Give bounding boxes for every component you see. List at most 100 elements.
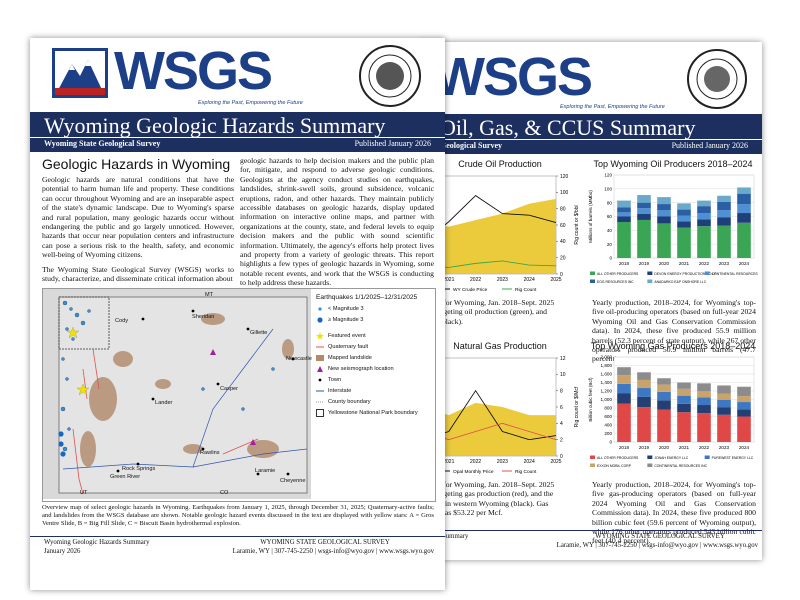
bar-segment (637, 396, 651, 408)
legend-item: Interstate (316, 387, 432, 395)
legend-label: New seismograph location (328, 366, 394, 372)
y-tick-label: 2 (560, 437, 563, 443)
legend-label: CONTINENTAL RESOURCES INC (654, 464, 707, 468)
legend-label: DEVON ENERGY PRODUCTION CO LP (654, 272, 717, 276)
bar-segment (657, 391, 671, 401)
bar-segment (617, 207, 631, 213)
x-tick-label: 2022 (470, 459, 481, 465)
footer-agency: WYOMING STATE GEOLOGICAL SURVEY (260, 539, 390, 546)
bar-segment (717, 225, 731, 258)
chart-caption: uction for Wyoming, Jan. 2018–Sept. 2025… (422, 480, 582, 518)
caption-line: uction for Wyoming, Jan. 2018–Sept. 2025 (422, 298, 555, 307)
legend-label: Rig Count (515, 287, 537, 293)
bar-segment (677, 221, 691, 228)
town-label: Green River (110, 474, 141, 480)
bar-segment (697, 226, 711, 258)
legend-label: Featured event (328, 333, 366, 339)
bar-segment (737, 416, 751, 442)
band-published: Published January 2026 (671, 141, 748, 150)
legend-symbol (316, 346, 324, 348)
paragraph: geologic hazards to help decision makers… (240, 156, 434, 288)
x-tick-label: 2021 (679, 261, 690, 266)
bar-segment (657, 409, 671, 442)
town-label: Cody (115, 318, 129, 324)
band-rule (30, 137, 445, 138)
x-tick-label: 2020 (659, 261, 670, 266)
x-tick-label: 2019 (639, 261, 650, 266)
x-tick-label: 2019 (639, 445, 650, 450)
bar-segment (717, 393, 731, 400)
bar-segment (657, 210, 671, 217)
caption-line: k price in western Wyoming (black). Gas (422, 498, 549, 508)
bar-segment (697, 397, 711, 406)
band-agency: Wyoming State Geological Survey (44, 139, 161, 148)
chart-caption: Yearly production, 2018–2024, for Wyomin… (592, 298, 756, 364)
bar-segment (677, 403, 691, 413)
legend-label: ALL OTHER PRODUCERS (597, 272, 639, 276)
legend-swatch (647, 455, 653, 459)
legend-swatch (647, 271, 653, 275)
legend-item: Yellowstone National Park boundary (316, 409, 432, 417)
bar-segment (717, 217, 731, 226)
footer-contact: Laramie, WY | 307-745-2250 | wsgs-info@w… (556, 542, 758, 549)
bar-segment (737, 409, 751, 417)
legend-symbol (316, 401, 324, 403)
caption-line: price (black). (422, 316, 463, 326)
x-tick-label: 2021 (443, 277, 454, 283)
bar-segment (637, 379, 651, 389)
bar-segment (617, 367, 631, 376)
oil-producers-chart: 0 20 40 60 80 100 120 Millions of barrels (MMbo… (588, 173, 758, 284)
y-tick-label: 100 (560, 190, 569, 196)
legend-symbol (316, 390, 324, 392)
bar-segment (657, 223, 671, 258)
footer-left: Wyoming Geologic Hazards Summary (44, 539, 150, 546)
x-tick-label: 2018 (619, 261, 630, 266)
y-tick-label: 20 (607, 242, 613, 247)
bar-segment (637, 372, 651, 380)
bar-segment (737, 204, 751, 214)
y-tick-label: 400 (604, 423, 612, 428)
legend-label: ALL OTHER PRODUCERS (597, 456, 639, 460)
bar-segment (677, 227, 691, 258)
tagline: Exploring the Past, Empowering the Futur… (560, 104, 665, 110)
seal (359, 45, 421, 107)
bar-segment (697, 391, 711, 398)
y-tick-label: 4 (560, 421, 563, 427)
bar-segment (717, 385, 731, 394)
bar-segment (657, 204, 671, 211)
legend-swatch (647, 463, 653, 467)
y-tick-label: 40 (560, 239, 566, 245)
legend-label: EXXON MOBIL CORP (597, 464, 632, 468)
bar-segment (737, 396, 751, 403)
y-tick-label: 60 (607, 214, 613, 219)
bar-segment (617, 200, 631, 208)
y-tick-label: 120 (604, 173, 612, 178)
y-tick-label: 12 (560, 356, 566, 362)
bar-segment (657, 197, 671, 205)
bar-segment (657, 400, 671, 410)
x-tick-label: 2025 (550, 277, 561, 283)
legend-symbol (316, 409, 324, 417)
y-tick-label: 40 (607, 228, 613, 233)
bar-segment (677, 203, 691, 210)
bar-segment (737, 193, 751, 205)
legend-swatch (704, 271, 710, 275)
x-tick-label: 2023 (719, 261, 730, 266)
y-axis-label: Billion cubic feet (Bcf) (588, 377, 593, 422)
y-tick-label: 120 (560, 174, 569, 180)
title-band: Oil, Gas, & CCUS Summary Geological Surv… (420, 114, 762, 154)
legend-label: Mapped landslide (328, 355, 372, 361)
legend-title: Earthquakes 1/1/2025–12/31/2025 (316, 294, 418, 301)
y-tick-label: 80 (560, 206, 566, 212)
footer-agency: WYOMING STATE GEOLOGICAL SURVEY (595, 533, 725, 540)
legend-label: Quaternary fault (328, 344, 369, 350)
legend-item: Mapped landslide (316, 354, 432, 362)
footer-contact: Laramie, WY | 307-745-2250 | wsgs-info@w… (232, 548, 434, 555)
legend-label: Yellowstone National Park boundary (328, 410, 418, 416)
bar-segment (717, 399, 731, 408)
x-tick-label: 2025 (550, 459, 561, 465)
seal (687, 49, 747, 109)
title-band: Wyoming Geologic Hazards Summary Wyoming… (30, 112, 445, 152)
bar-segment (717, 195, 731, 202)
